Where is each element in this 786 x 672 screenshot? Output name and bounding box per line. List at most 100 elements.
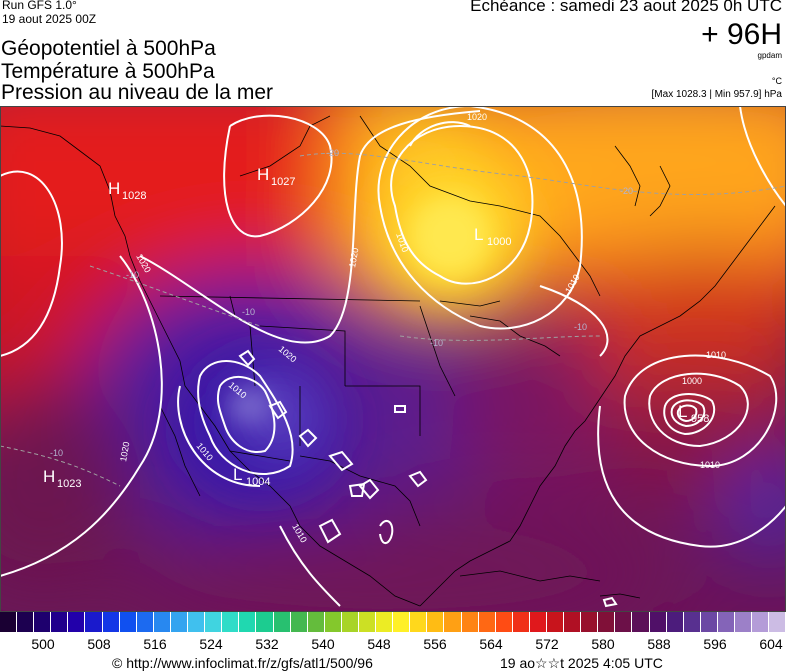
color-scale-tick-label: 556 bbox=[423, 636, 447, 652]
svg-text:-20: -20 bbox=[620, 186, 633, 196]
color-scale-cell bbox=[17, 612, 35, 632]
color-scale-tick-label: 540 bbox=[311, 636, 335, 652]
svg-text:1000: 1000 bbox=[487, 236, 511, 248]
svg-text:1010: 1010 bbox=[706, 350, 726, 360]
svg-text:H: H bbox=[257, 165, 269, 184]
low-center-1: L 1000 bbox=[474, 225, 511, 248]
color-scale-cell bbox=[119, 612, 137, 632]
color-scale-tick-label: 588 bbox=[647, 636, 671, 652]
color-scale-cell bbox=[495, 612, 513, 632]
run-label: Run GFS 1.0° bbox=[2, 0, 77, 12]
svg-text:-10: -10 bbox=[242, 307, 255, 317]
svg-text:1020: 1020 bbox=[347, 247, 360, 268]
color-scale-cell bbox=[0, 612, 18, 632]
color-scale-cell bbox=[564, 612, 582, 632]
color-scale-cell bbox=[188, 612, 206, 632]
color-scale-cell bbox=[478, 612, 496, 632]
high-center-2: H 1027 bbox=[257, 165, 295, 188]
echeance: Echéance : samedi 23 aout 2025 0h UTC bbox=[470, 0, 782, 15]
color-scale-cell bbox=[683, 612, 701, 632]
temperature-labels: -20 -20 -10 -10 -10 -10 -10 bbox=[50, 148, 633, 458]
generation-date: 19 ao☆☆t 2025 4:05 UTC bbox=[500, 655, 663, 671]
color-scale-cell bbox=[598, 612, 616, 632]
color-scale-tick-label: 548 bbox=[367, 636, 391, 652]
color-scale-cell bbox=[581, 612, 599, 632]
source-url[interactable]: © http://www.infoclimat.fr/z/gfs/atl1/50… bbox=[112, 655, 373, 671]
color-scale-cell bbox=[153, 612, 171, 632]
color-scale-cell bbox=[341, 612, 359, 632]
color-scale-cell bbox=[307, 612, 325, 632]
svg-text:1027: 1027 bbox=[271, 176, 295, 188]
svg-text:1020: 1020 bbox=[118, 441, 131, 462]
svg-text:958: 958 bbox=[691, 413, 709, 425]
color-scale-cell bbox=[547, 612, 565, 632]
svg-text:H: H bbox=[43, 467, 55, 486]
title-geopotential: Géopotentiel à 500hPa bbox=[1, 37, 216, 60]
color-scale-cell bbox=[34, 612, 52, 632]
color-scale-cell bbox=[290, 612, 308, 632]
color-scale-cell bbox=[615, 612, 633, 632]
color-scale-tick-label: 508 bbox=[87, 636, 111, 652]
color-scale-cell bbox=[752, 612, 770, 632]
color-scale-cell bbox=[358, 612, 377, 632]
color-scale-cell bbox=[700, 612, 718, 632]
color-scale-ticks: 500 508 516 524 532 540 548 556 564 572 580 588 596 6… bbox=[0, 636, 786, 654]
svg-text:1000: 1000 bbox=[682, 376, 702, 386]
color-scale-cell bbox=[222, 612, 240, 632]
svg-text:L: L bbox=[233, 465, 242, 484]
unit-gpdam: gpdam bbox=[757, 51, 782, 60]
svg-text:-10: -10 bbox=[574, 322, 587, 332]
color-scale-cell bbox=[68, 612, 86, 632]
color-scale-cell bbox=[769, 612, 786, 632]
color-scale-cell bbox=[427, 612, 445, 632]
title-temperature: Température à 500hPa bbox=[1, 60, 215, 83]
svg-text:-10: -10 bbox=[430, 338, 443, 348]
high-center-3: H 1023 bbox=[43, 467, 81, 490]
color-scale-tick-label: 604 bbox=[759, 636, 783, 652]
svg-text:-20: -20 bbox=[326, 148, 339, 158]
svg-text:1004: 1004 bbox=[246, 476, 270, 488]
color-scale-cell bbox=[529, 612, 547, 632]
color-scale-cell bbox=[256, 612, 274, 632]
color-scale-tick-label: 532 bbox=[255, 636, 279, 652]
max-min-pressure: [Max 1028.3 | Min 957.9] hPa bbox=[651, 89, 782, 100]
svg-text:-10: -10 bbox=[50, 448, 63, 458]
run-date: 19 aout 2025 00Z bbox=[2, 12, 97, 26]
color-scale-tick-label: 516 bbox=[143, 636, 167, 652]
color-scale-cell bbox=[170, 612, 189, 632]
color-scale-cell bbox=[649, 612, 667, 632]
low-center-2: L 1004 bbox=[233, 465, 270, 488]
high-center-1: H 1028 bbox=[108, 179, 146, 202]
svg-text:1023: 1023 bbox=[57, 478, 81, 490]
color-scale-cell bbox=[512, 612, 530, 632]
color-scale-cell bbox=[632, 612, 650, 632]
color-scale-cell bbox=[85, 612, 103, 632]
color-scale-cell bbox=[717, 612, 736, 632]
color-scale-tick-label: 596 bbox=[703, 636, 727, 652]
color-scale-cell bbox=[102, 612, 120, 632]
svg-text:1028: 1028 bbox=[122, 190, 146, 202]
svg-text:-10: -10 bbox=[126, 270, 139, 280]
svg-text:L: L bbox=[474, 225, 483, 244]
color-scale-cell bbox=[324, 612, 342, 632]
color-scale-cell bbox=[205, 612, 223, 632]
title-pressure: Pression au niveau de la mer bbox=[1, 81, 273, 104]
color-scale-cell bbox=[376, 612, 394, 632]
color-scale-cell bbox=[461, 612, 479, 632]
color-scale-cell bbox=[444, 612, 462, 632]
color-scale-tick-label: 564 bbox=[479, 636, 503, 652]
color-scale-cell bbox=[239, 612, 257, 632]
svg-text:H: H bbox=[108, 179, 120, 198]
color-scale-bar bbox=[0, 612, 786, 632]
color-scale-tick-label: 524 bbox=[199, 636, 223, 652]
isotherms bbox=[0, 152, 786, 487]
svg-text:1020: 1020 bbox=[467, 112, 487, 122]
color-scale-cell bbox=[393, 612, 411, 632]
isobars bbox=[0, 106, 786, 608]
color-scale-cell bbox=[735, 612, 753, 632]
unit-celsius: °C bbox=[771, 76, 782, 86]
color-scale-cell bbox=[136, 612, 154, 632]
lead-time: + 96H bbox=[701, 18, 782, 51]
svg-text:L: L bbox=[678, 402, 687, 421]
color-scale-cell bbox=[273, 612, 291, 632]
